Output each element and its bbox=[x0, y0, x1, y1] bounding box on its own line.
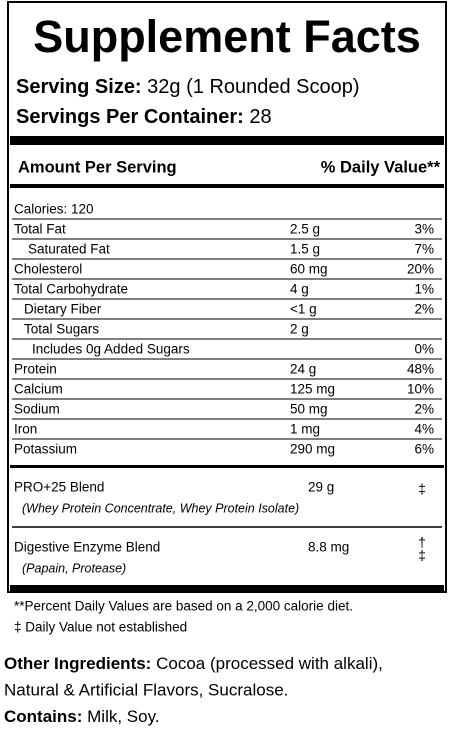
blend-amount: 8.8 mg bbox=[308, 540, 349, 555]
blend-ingredients: (Papain, Protease) bbox=[22, 561, 126, 575]
nutrient-dv: 1% bbox=[414, 282, 434, 297]
contains-label: Contains: bbox=[4, 707, 82, 726]
nutrient-dv: 4% bbox=[414, 422, 434, 437]
nutrient-amount: 1.5 g bbox=[290, 242, 320, 257]
serving-size-value: 32g (1 Rounded Scoop) bbox=[147, 76, 359, 98]
serving-size-label: Serving Size: bbox=[16, 76, 142, 98]
nutrient-name: Dietary Fiber bbox=[24, 302, 102, 317]
servings-value: 28 bbox=[249, 106, 271, 128]
nutrient-name: Total Fat bbox=[14, 222, 66, 237]
blend-name: PRO+25 Blend bbox=[14, 480, 104, 495]
nutrient-dv: 20% bbox=[407, 262, 434, 277]
blend-ingredients: (Whey Protein Concentrate, Whey Protein … bbox=[22, 501, 299, 515]
nutrient-name: Protein bbox=[14, 362, 57, 377]
nutrient-dv: 2% bbox=[414, 402, 434, 417]
other-ingredients-label: Other Ingredients: bbox=[4, 654, 151, 673]
thick-bar bbox=[10, 136, 444, 145]
dv-header: % Daily Value** bbox=[321, 158, 441, 176]
contains: Contains: Milk, Soy. bbox=[4, 707, 160, 726]
nutrient-amount: 24 g bbox=[290, 362, 316, 377]
other-ingredients-text: Cocoa (processed with alkali), bbox=[156, 654, 383, 673]
nutrient-rows: Total Fat 2.5 g 3% Saturated Fat 1.5 g 7% Chol… bbox=[10, 218, 444, 468]
other-ingredients: Other Ingredients: Cocoa (processed with… bbox=[4, 654, 383, 673]
nutrient-dv: 0% bbox=[414, 342, 434, 357]
medium-bar bbox=[10, 184, 444, 188]
title: Supplement Facts bbox=[33, 11, 421, 62]
nutrient-name: Calcium bbox=[14, 382, 63, 397]
footnote: **Percent Daily Values are based on a 2,… bbox=[14, 599, 353, 614]
nutrient-name: Total Sugars bbox=[24, 322, 99, 337]
amount-header: Amount Per Serving bbox=[18, 158, 177, 176]
nutrient-amount: 1 mg bbox=[290, 422, 320, 437]
nutrient-name: Iron bbox=[14, 422, 37, 437]
nutrient-name: Includes 0g Added Sugars bbox=[32, 342, 190, 357]
blend-dv-symbol: ‡ bbox=[418, 481, 426, 497]
servings-per-container: Servings Per Container: 28 bbox=[16, 106, 272, 128]
servings-label: Servings Per Container: bbox=[16, 106, 244, 128]
footnote: ‡ Daily Value not established bbox=[14, 620, 187, 635]
nutrient-name: Total Carbohydrate bbox=[14, 282, 128, 297]
nutrient-amount: <1 g bbox=[290, 302, 317, 317]
nutrient-dv: 48% bbox=[407, 362, 434, 377]
nutrient-name: Cholesterol bbox=[14, 262, 82, 277]
blend-name: Digestive Enzyme Blend bbox=[14, 540, 160, 555]
nutrient-amount: 2 g bbox=[290, 322, 309, 337]
nutrient-dv: 6% bbox=[414, 442, 434, 457]
contains-text: Milk, Soy. bbox=[87, 707, 159, 726]
thick-divider bbox=[10, 465, 444, 468]
nutrient-amount: 125 mg bbox=[290, 382, 335, 397]
nutrient-dv: 10% bbox=[407, 382, 434, 397]
blend-amount: 29 g bbox=[308, 480, 334, 495]
bottom-bar bbox=[10, 585, 444, 591]
blend-dv-symbol: ‡ bbox=[418, 547, 426, 563]
blend-rows: PRO+25 Blend 29 g ‡ (Whey Protein Concentra… bbox=[12, 480, 442, 575]
nutrient-dv: 7% bbox=[414, 242, 434, 257]
nutrient-dv: 2% bbox=[414, 302, 434, 317]
nutrient-amount: 60 mg bbox=[290, 262, 328, 277]
nutrient-name: Saturated Fat bbox=[28, 242, 110, 257]
other-ingredients-text: Natural & Artificial Flavors, Sucralose. bbox=[4, 680, 288, 699]
nutrient-amount: 290 mg bbox=[290, 442, 335, 457]
nutrient-name: Potassium bbox=[14, 442, 77, 457]
nutrient-amount: 50 mg bbox=[290, 402, 328, 417]
serving-size: Serving Size: 32g (1 Rounded Scoop) bbox=[16, 76, 360, 98]
nutrient-dv: 3% bbox=[414, 222, 434, 237]
calories: Calories: 120 bbox=[14, 202, 94, 217]
nutrient-amount: 2.5 g bbox=[290, 222, 320, 237]
blend-dv-symbol: † bbox=[418, 534, 426, 550]
nutrient-amount: 4 g bbox=[290, 282, 309, 297]
label-border bbox=[7, 1, 447, 593]
nutrient-name: Sodium bbox=[14, 402, 60, 417]
